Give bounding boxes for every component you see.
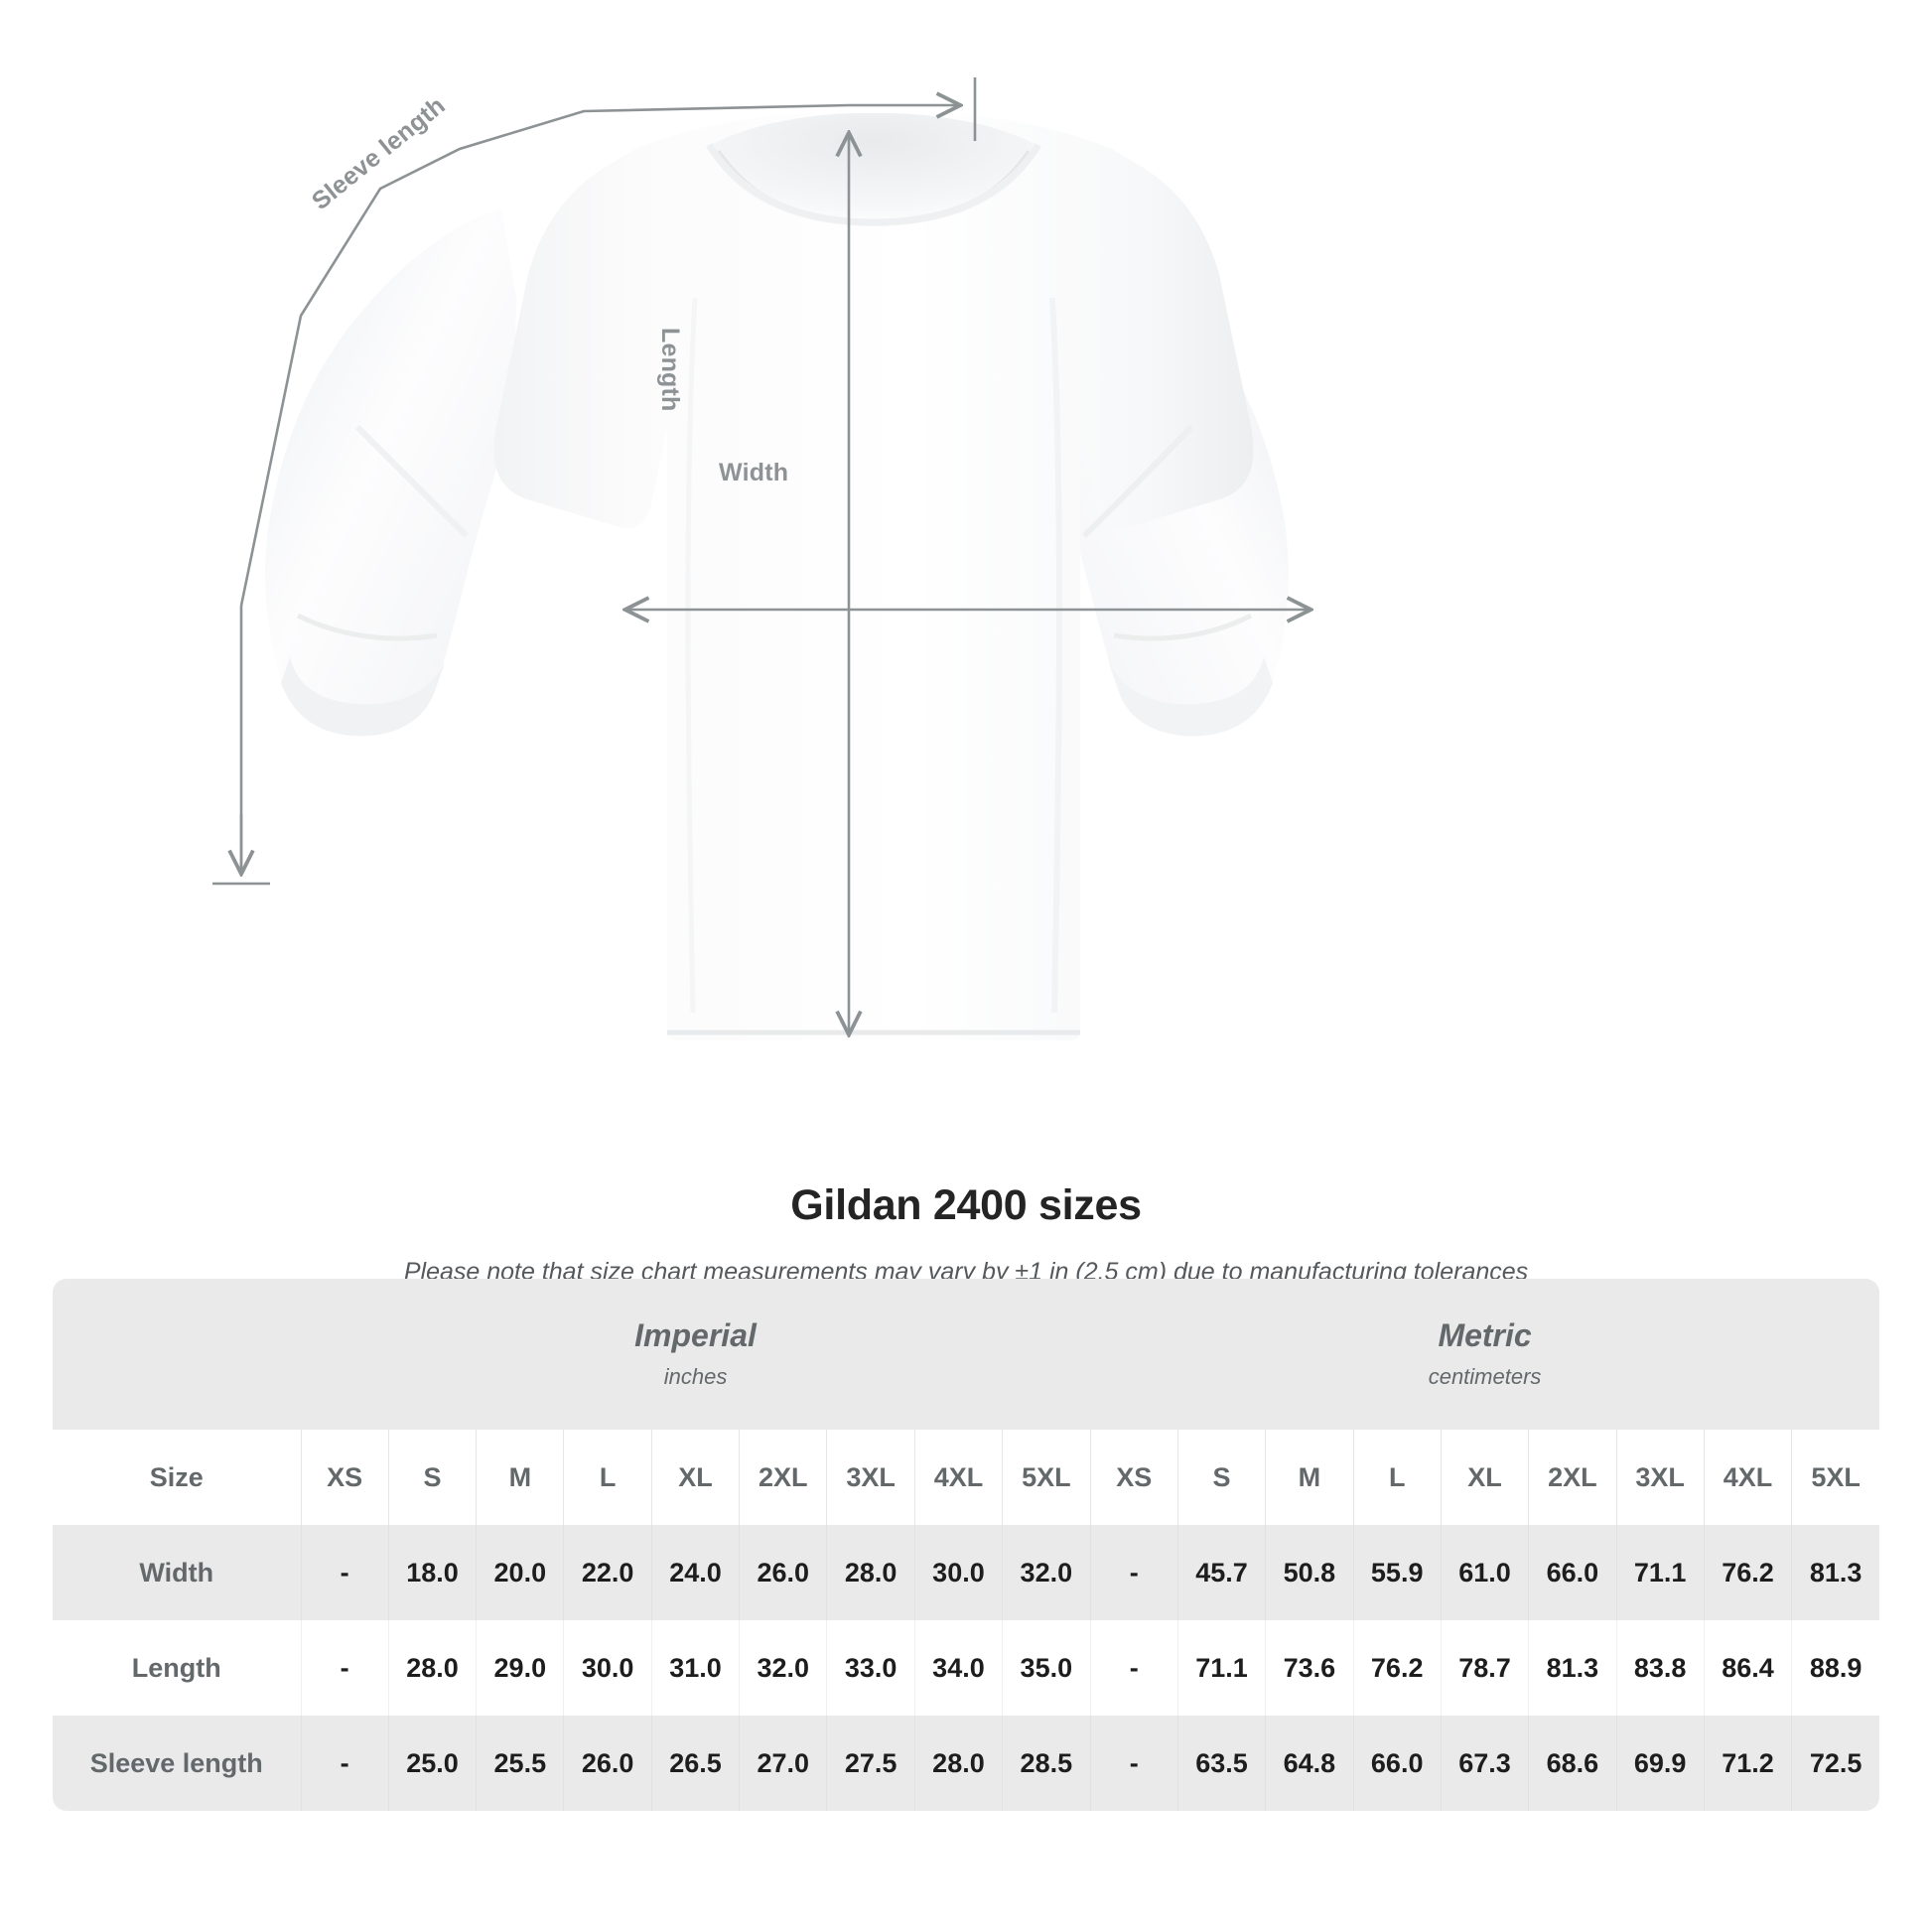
header-size-xs-metric: XS: [1090, 1430, 1178, 1525]
cell-sleeve-length-imperial-4xl: 28.0: [914, 1716, 1004, 1811]
unit-subtitle: centimeters: [1428, 1363, 1542, 1389]
sleeve-diagonal-line: [239, 103, 850, 607]
cell-length-metric-4xl: 86.4: [1704, 1620, 1793, 1716]
cell-width-metric-xl: 61.0: [1441, 1525, 1530, 1620]
shirt-diagram-svg: [212, 77, 1932, 1040]
measurement-lines: [212, 77, 1309, 1033]
cell-length-metric-m: 73.6: [1265, 1620, 1354, 1716]
cell-sleeve-length-metric-4xl: 71.2: [1704, 1716, 1793, 1811]
cell-width-imperial-xl: 24.0: [651, 1525, 741, 1620]
header-size-4xl-metric: 4XL: [1704, 1430, 1793, 1525]
header-size-2xl-imperial: 2XL: [739, 1430, 828, 1525]
cell-width-metric-5xl: 81.3: [1791, 1525, 1880, 1620]
cell-length-metric-3xl: 83.8: [1616, 1620, 1705, 1716]
header-size-xl-imperial: XL: [651, 1430, 741, 1525]
header-size-5xl-metric: 5XL: [1791, 1430, 1880, 1525]
cell-length-imperial-4xl: 34.0: [914, 1620, 1004, 1716]
cell-sleeve-length-metric-s: 63.5: [1177, 1716, 1267, 1811]
cell-length-imperial-l: 30.0: [563, 1620, 652, 1716]
width-label: Width: [719, 459, 789, 486]
cell-width-metric-3xl: 71.1: [1616, 1525, 1705, 1620]
cell-sleeve-length-imperial-3xl: 27.5: [826, 1716, 915, 1811]
table-header-row: Size XS S M L XL 2XL 3XL 4XL 5XL XS S M L XL 2XL 3XL 4XL 5…: [53, 1430, 1880, 1525]
header-size-3xl-metric: 3XL: [1616, 1430, 1705, 1525]
cell-width-metric-4xl: 76.2: [1704, 1525, 1793, 1620]
cell-sleeve-length-metric-2xl: 68.6: [1528, 1716, 1617, 1811]
row-label-sleeve-length: Sleeve length: [53, 1716, 302, 1811]
cell-width-imperial-2xl: 26.0: [739, 1525, 828, 1620]
cell-width-imperial-xs: -: [301, 1525, 389, 1620]
cell-width-metric-s: 45.7: [1177, 1525, 1267, 1620]
title-block: Gildan 2400 sizes Please note that size …: [0, 1122, 1932, 1287]
cell-sleeve-length-imperial-2xl: 27.0: [739, 1716, 828, 1811]
cell-sleeve-length-metric-l: 66.0: [1353, 1716, 1442, 1811]
header-size-xs-imperial: XS: [301, 1430, 389, 1525]
cell-length-metric-xs: -: [1090, 1620, 1178, 1716]
unit-group-metric: Metric centimeters: [1090, 1279, 1880, 1430]
garment-illustration: Sleeve length Length Width: [212, 77, 1932, 1040]
page-title: Gildan 2400 sizes: [790, 1181, 1142, 1229]
cell-sleeve-length-metric-3xl: 69.9: [1616, 1716, 1705, 1811]
cell-width-metric-m: 50.8: [1265, 1525, 1354, 1620]
header-size-label: Size: [53, 1430, 302, 1525]
cell-sleeve-length-imperial-l: 26.0: [563, 1716, 652, 1811]
unit-subtitle: inches: [663, 1363, 728, 1389]
unit-banner-spacer: [53, 1279, 301, 1430]
cell-length-metric-l: 76.2: [1353, 1620, 1442, 1716]
header-size-l-imperial: L: [563, 1430, 652, 1525]
unit-name: Imperial: [634, 1317, 757, 1354]
table-row: Length -28.0 29.0 30.0 31.0 32.0 33.0 34.0 35.0-…: [53, 1620, 1880, 1716]
cell-sleeve-length-metric-5xl: 72.5: [1791, 1716, 1880, 1811]
header-size-4xl-imperial: 4XL: [914, 1430, 1004, 1525]
size-table-container: Imperial inches Metric centimeters Size XS S M L…: [53, 1279, 1880, 1811]
header-size-l-metric: L: [1353, 1430, 1442, 1525]
cell-sleeve-length-imperial-xl: 26.5: [651, 1716, 741, 1811]
cell-width-imperial-4xl: 30.0: [914, 1525, 1004, 1620]
cell-sleeve-length-metric-m: 64.8: [1265, 1716, 1354, 1811]
shirt-graphic: [265, 113, 1289, 1040]
cell-length-metric-5xl: 88.9: [1791, 1620, 1880, 1716]
cell-sleeve-length-imperial-m: 25.5: [476, 1716, 565, 1811]
table-row: Sleeve length -25.0 25.5 26.0 26.5 27.0 27.5 28…: [53, 1716, 1880, 1811]
cell-length-metric-xl: 78.7: [1441, 1620, 1530, 1716]
cell-width-imperial-s: 18.0: [388, 1525, 478, 1620]
header-size-5xl-imperial: 5XL: [1002, 1430, 1091, 1525]
header-size-m-imperial: M: [476, 1430, 565, 1525]
header-size-s-imperial: S: [388, 1430, 478, 1525]
cell-sleeve-length-imperial-xs: -: [301, 1716, 389, 1811]
cell-sleeve-length-metric-xs: -: [1090, 1716, 1178, 1811]
header-size-m-metric: M: [1265, 1430, 1354, 1525]
unit-banner-row: Imperial inches Metric centimeters: [53, 1279, 1880, 1430]
cell-width-imperial-5xl: 32.0: [1002, 1525, 1091, 1620]
cell-sleeve-length-imperial-5xl: 28.5: [1002, 1716, 1091, 1811]
header-size-2xl-metric: 2XL: [1528, 1430, 1617, 1525]
cell-length-imperial-xl: 31.0: [651, 1620, 741, 1716]
table-row: Width -18.0 20.0 22.0 24.0 26.0 28.0 30.0 32.0-4…: [53, 1525, 1880, 1620]
row-label-length: Length: [53, 1620, 302, 1716]
cell-width-metric-xs: -: [1090, 1525, 1178, 1620]
cell-width-metric-2xl: 66.0: [1528, 1525, 1617, 1620]
cell-length-imperial-m: 29.0: [476, 1620, 565, 1716]
cell-length-metric-s: 71.1: [1177, 1620, 1267, 1716]
cell-width-imperial-l: 22.0: [563, 1525, 652, 1620]
cell-length-imperial-3xl: 33.0: [826, 1620, 915, 1716]
cell-length-metric-2xl: 81.3: [1528, 1620, 1617, 1716]
cell-width-imperial-3xl: 28.0: [826, 1525, 915, 1620]
length-label: Length: [656, 328, 684, 412]
cell-length-imperial-5xl: 35.0: [1002, 1620, 1091, 1716]
cell-length-imperial-xs: -: [301, 1620, 389, 1716]
cell-length-imperial-s: 28.0: [388, 1620, 478, 1716]
header-size-3xl-imperial: 3XL: [826, 1430, 915, 1525]
cell-sleeve-length-imperial-s: 25.0: [388, 1716, 478, 1811]
header-size-s-metric: S: [1177, 1430, 1267, 1525]
cell-length-imperial-2xl: 32.0: [739, 1620, 828, 1716]
size-chart-table: Imperial inches Metric centimeters Size XS S M L…: [53, 1279, 1880, 1811]
cell-sleeve-length-metric-xl: 67.3: [1441, 1716, 1530, 1811]
header-size-xl-metric: XL: [1441, 1430, 1530, 1525]
cell-width-metric-l: 55.9: [1353, 1525, 1442, 1620]
unit-group-imperial: Imperial inches: [301, 1279, 1091, 1430]
unit-name: Metric: [1438, 1317, 1532, 1354]
cell-width-imperial-m: 20.0: [476, 1525, 565, 1620]
row-label-width: Width: [53, 1525, 302, 1620]
